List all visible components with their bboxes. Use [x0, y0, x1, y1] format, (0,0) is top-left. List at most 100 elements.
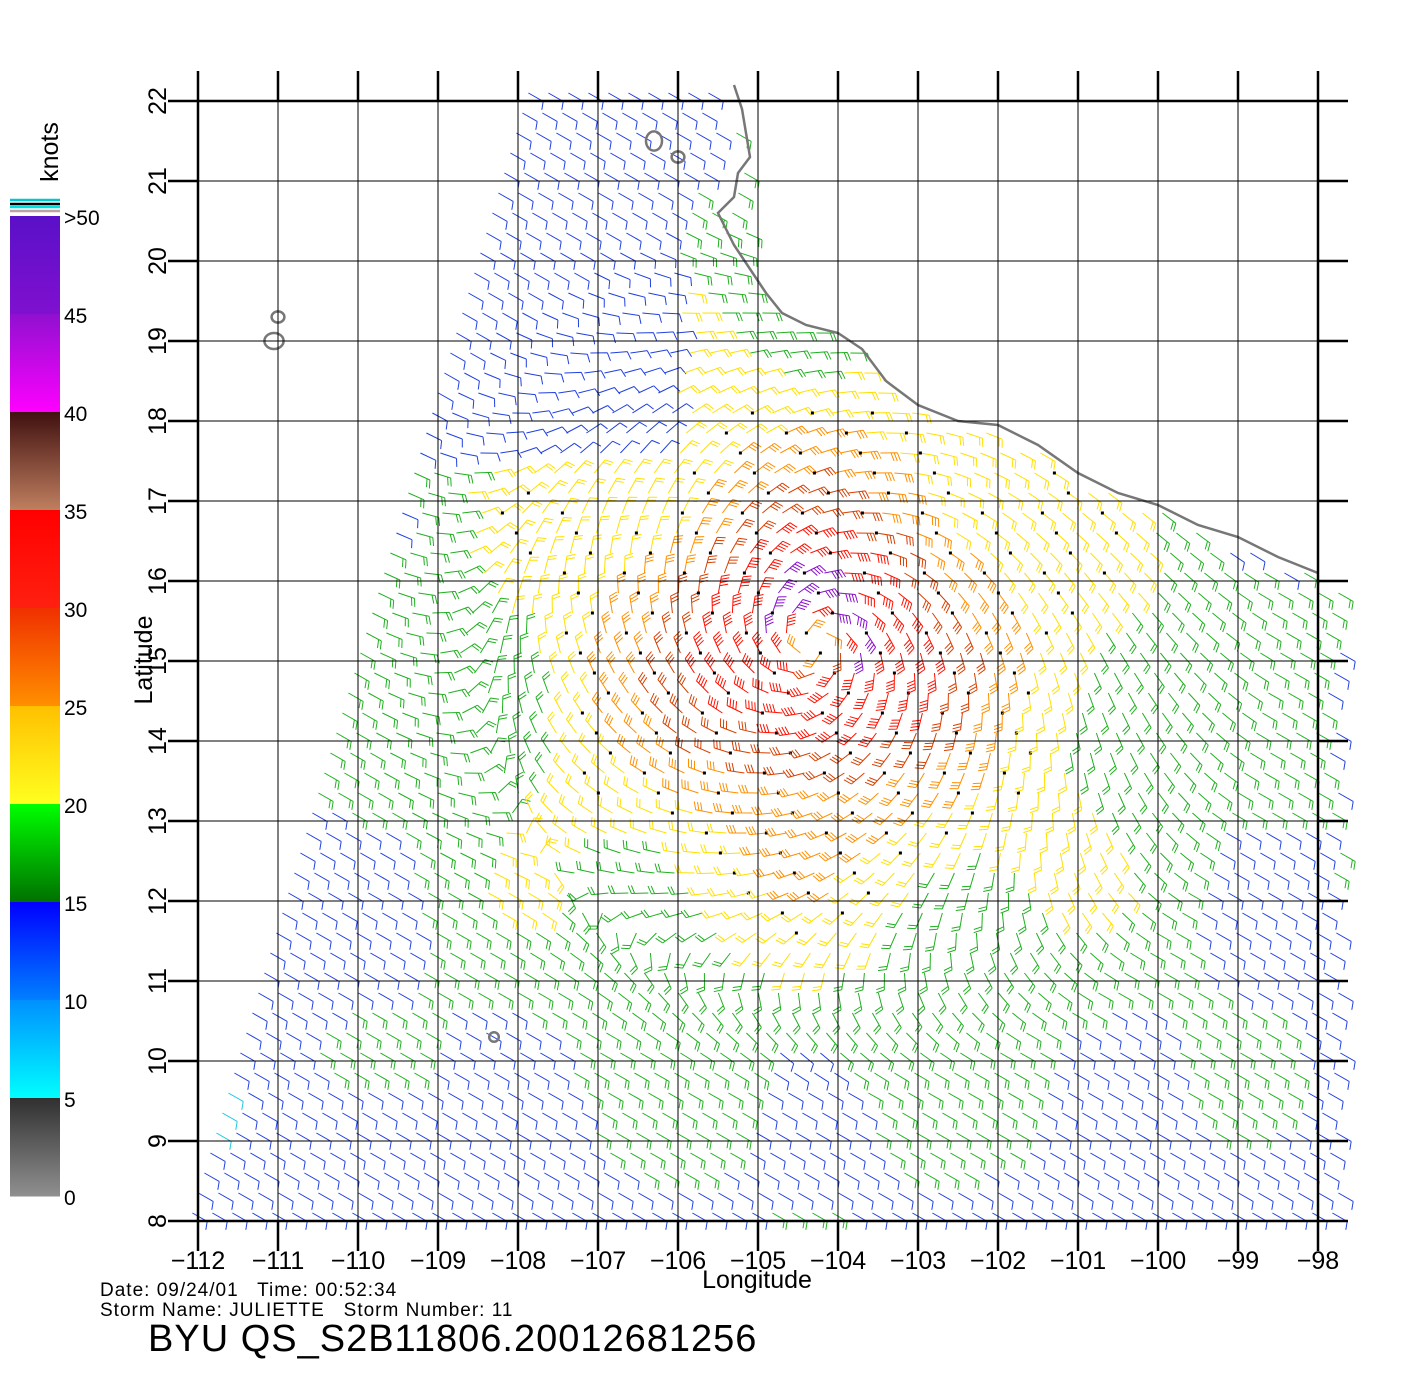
wind-barb	[595, 515, 610, 534]
wind-barb	[1262, 912, 1278, 930]
wind-barb	[713, 972, 725, 993]
wind-barb	[1286, 632, 1302, 650]
wind-barb	[872, 812, 893, 826]
wind-barb	[638, 385, 661, 394]
wind-barb	[1108, 1092, 1124, 1110]
wind-barb	[725, 761, 745, 774]
wind-barb	[570, 591, 580, 614]
wind-barb	[977, 892, 989, 913]
wind-barb	[476, 932, 492, 950]
rain-flag	[640, 711, 644, 715]
wind-barb	[1260, 652, 1276, 671]
wind-barb	[800, 710, 823, 721]
wind-barb	[592, 1012, 608, 1031]
wind-barb	[694, 272, 713, 286]
wind-barb	[1240, 852, 1256, 870]
legend-label: 45	[64, 305, 87, 328]
wind-barb	[480, 452, 501, 462]
wind-barb	[593, 631, 604, 654]
wind-barb	[1190, 552, 1205, 572]
wind-barb	[694, 932, 717, 943]
wind-barb	[586, 423, 608, 434]
wind-barb	[757, 786, 779, 796]
wind-barb	[739, 846, 761, 856]
wind-barb	[610, 1152, 626, 1170]
wind-barb	[630, 350, 652, 359]
wind-barb	[314, 872, 330, 890]
wind-barb	[776, 788, 799, 798]
wind-barb	[649, 756, 665, 774]
wind-barb	[436, 732, 456, 745]
rain-flag	[864, 631, 868, 635]
wind-barb	[1036, 712, 1046, 735]
wind-barb	[923, 632, 935, 655]
wind-barb	[508, 1092, 524, 1110]
wind-barb	[548, 292, 564, 310]
wind-barb	[604, 172, 620, 190]
wind-barb	[1117, 792, 1126, 815]
wind-barb	[388, 892, 404, 910]
wind-barb	[1322, 1112, 1338, 1130]
wind-barb	[858, 1192, 874, 1210]
wind-barb	[434, 472, 452, 487]
wind-barb	[504, 372, 522, 387]
wind-barb	[529, 711, 538, 734]
wind-barb	[1296, 1132, 1312, 1150]
wind-barb	[751, 631, 763, 654]
wind-barb	[1065, 752, 1074, 775]
wind-barb	[668, 1092, 684, 1110]
wind-barb	[1065, 632, 1075, 655]
wind-barb	[838, 932, 857, 948]
wind-barb	[864, 572, 883, 586]
wind-barb	[754, 1072, 770, 1091]
wind-barb	[851, 812, 873, 824]
wind-barb	[534, 812, 547, 834]
wind-barb	[442, 1112, 458, 1130]
wind-barb	[1108, 752, 1117, 775]
wind-barb	[1050, 1152, 1066, 1170]
wind-barb	[538, 992, 554, 1010]
wind-barb	[1242, 712, 1257, 732]
wind-barb	[636, 797, 653, 814]
wind-barb	[432, 1012, 448, 1030]
wind-barb	[326, 1032, 342, 1050]
wind-barb	[438, 992, 454, 1010]
wind-barb	[680, 843, 701, 854]
wind-barb	[609, 534, 622, 554]
wind-barb	[582, 112, 598, 130]
wind-barb	[864, 672, 875, 693]
wind-barb	[398, 1192, 414, 1210]
wind-barb	[882, 1112, 898, 1130]
wind-barb	[472, 412, 490, 427]
wind-barb	[1071, 612, 1082, 635]
legend-band	[10, 1000, 60, 1099]
wind-barb	[1174, 672, 1186, 694]
wind-barb	[802, 505, 825, 516]
rain-flag	[634, 531, 638, 535]
wind-barb	[1290, 1152, 1306, 1170]
wind-barb	[454, 472, 474, 484]
wind-barb	[956, 652, 966, 675]
wind-barb	[414, 1072, 430, 1090]
wind-barb	[676, 132, 692, 150]
wind-barb	[1048, 492, 1063, 512]
wind-barb	[626, 232, 642, 250]
wind-barb	[468, 681, 489, 694]
wind-barb	[674, 932, 697, 943]
wind-barb	[1242, 912, 1258, 930]
rain-flag	[1044, 631, 1048, 635]
wind-barb	[918, 592, 932, 613]
rain-flag	[918, 451, 922, 455]
wind-barb	[428, 692, 448, 704]
wind-barb	[706, 823, 727, 834]
wind-barb	[518, 192, 534, 210]
wind-barb	[904, 1172, 920, 1190]
wind-barb	[296, 1132, 312, 1150]
wind-barb	[566, 424, 589, 434]
wind-barb	[652, 1012, 667, 1032]
wind-barb	[486, 832, 504, 847]
wind-barb	[312, 1012, 328, 1030]
wind-barb	[895, 872, 915, 888]
wind-barb	[458, 1192, 474, 1210]
wind-barb	[1090, 1152, 1106, 1170]
